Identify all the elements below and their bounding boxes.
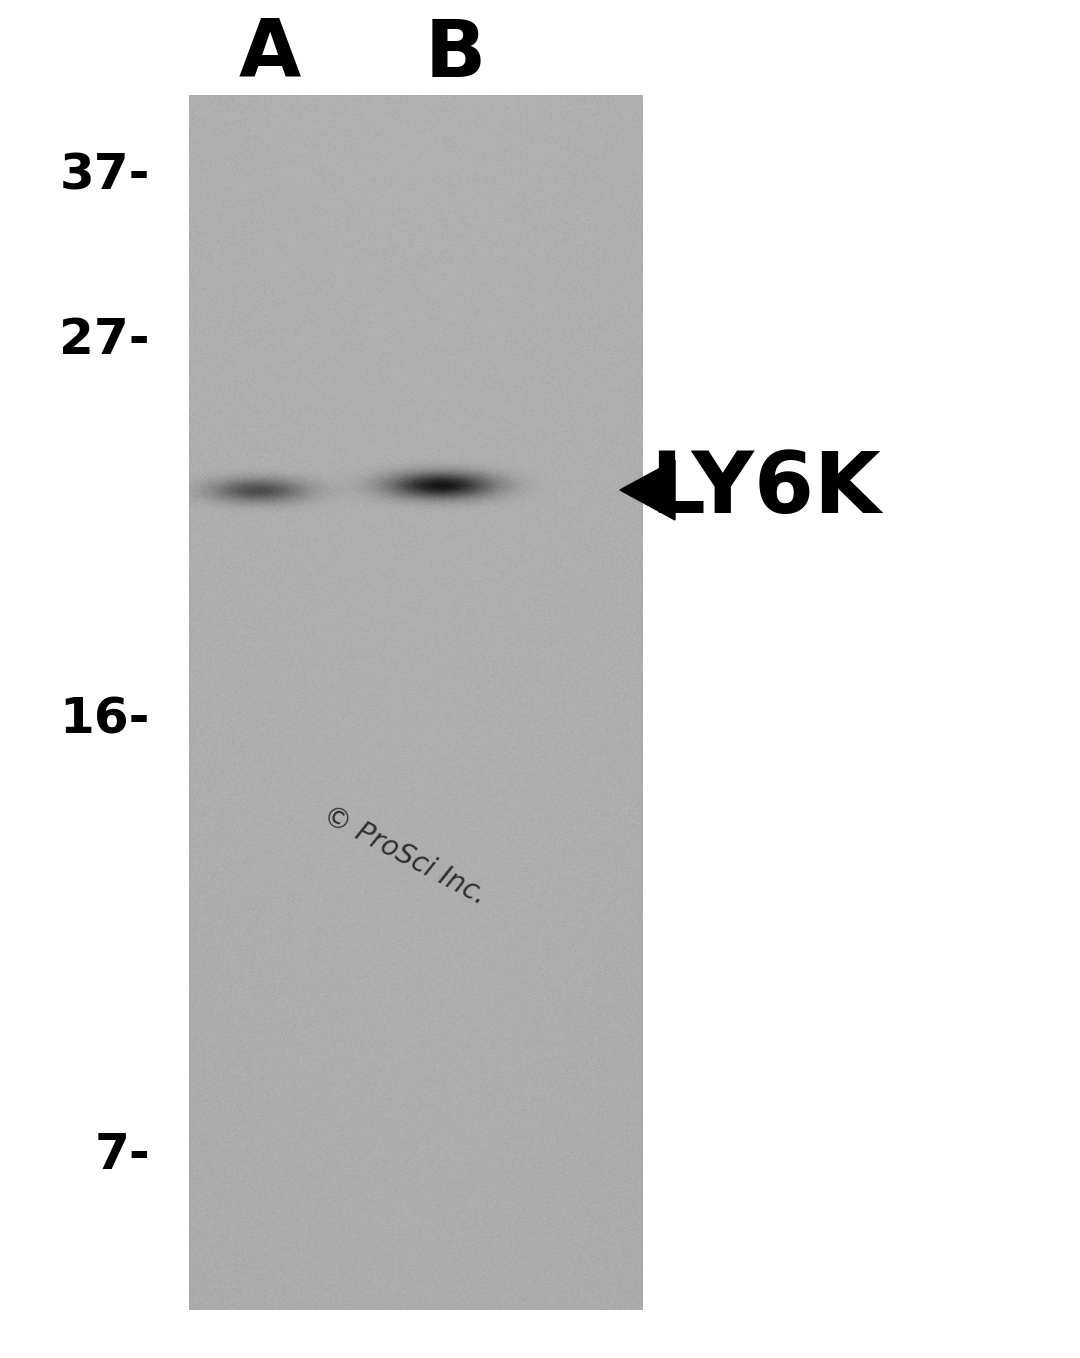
Text: 37-: 37-: [59, 151, 150, 200]
Polygon shape: [620, 460, 675, 520]
Text: A: A: [239, 16, 301, 94]
Text: 27-: 27-: [59, 316, 150, 364]
Text: © ProSci Inc.: © ProSci Inc.: [319, 801, 491, 910]
Text: 7-: 7-: [94, 1131, 150, 1179]
Text: 16-: 16-: [59, 697, 150, 744]
Text: LY6K: LY6K: [650, 448, 881, 531]
Text: B: B: [424, 16, 486, 94]
